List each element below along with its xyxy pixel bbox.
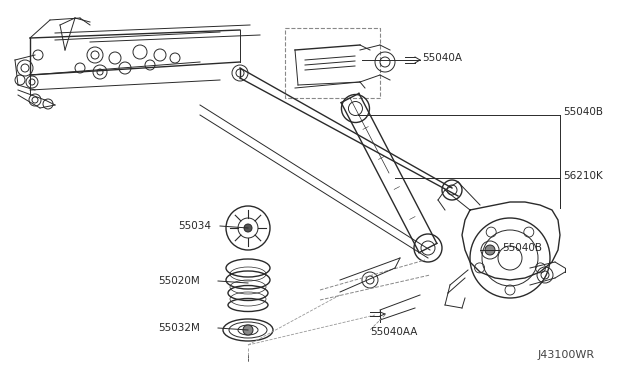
Text: 55040AA: 55040AA: [370, 327, 417, 337]
Text: 55040B: 55040B: [502, 243, 542, 253]
Text: 55034: 55034: [178, 221, 211, 231]
Text: J43100WR: J43100WR: [538, 350, 595, 360]
Text: 55032M: 55032M: [158, 323, 200, 333]
Circle shape: [243, 325, 253, 335]
Circle shape: [485, 245, 495, 255]
Text: 56210K: 56210K: [563, 171, 603, 181]
Text: 55040B: 55040B: [563, 107, 603, 117]
Text: 55040A: 55040A: [422, 53, 462, 63]
Circle shape: [244, 224, 252, 232]
Text: 55020M: 55020M: [158, 276, 200, 286]
